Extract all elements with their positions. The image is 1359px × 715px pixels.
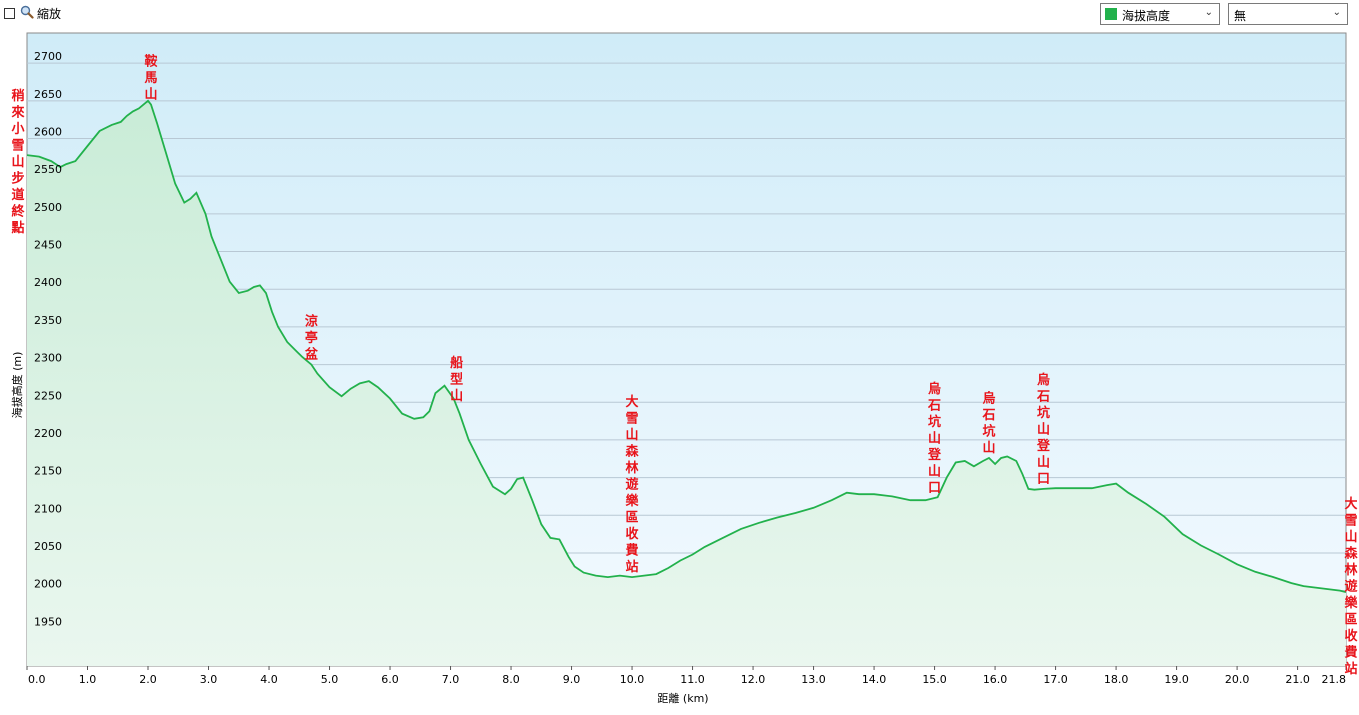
y-tick-label: 2150 xyxy=(34,465,62,478)
waypoint-label: 烏石坑山 xyxy=(982,391,996,457)
x-tick-label: 16.0 xyxy=(983,673,1008,686)
y-axis-label: 海拔高度 (m) xyxy=(10,352,24,419)
x-tick-label: 12.0 xyxy=(741,673,766,686)
secondary-select[interactable]: 無 ⌄ xyxy=(1228,3,1348,25)
y-tick-label: 2650 xyxy=(34,88,62,101)
y-tick-label: 2100 xyxy=(34,502,62,515)
x-tick-label: 14.0 xyxy=(862,673,887,686)
y-tick-label: 2450 xyxy=(34,239,62,252)
toolbar: 縮放 海拔高度 ⌄ 無 ⌄ xyxy=(0,0,1359,30)
x-tick-label: 0.0 xyxy=(28,673,46,686)
elevation-area xyxy=(27,100,1346,667)
y-tick-label: 2400 xyxy=(34,276,62,289)
zoom-checkbox[interactable] xyxy=(4,8,15,19)
y-tick-label: 2500 xyxy=(34,201,62,214)
annotations: 稍來小雪山步道終點 鞍馬山涼亭盆船型山大雪山森林遊樂區收費站 烏石坑山登山口 烏石坑山… xyxy=(11,54,1358,677)
waypoint-label: 稍來小雪山步道終點 xyxy=(11,88,25,236)
y-tick-label: 2300 xyxy=(34,352,62,365)
x-tick-label: 8.0 xyxy=(502,673,520,686)
waypoint-label: 涼亭盆 xyxy=(304,314,319,363)
x-axis-label: 距離 (km) xyxy=(657,691,708,705)
x-tick-label: 7.0 xyxy=(442,673,460,686)
x-tick-label: 1.0 xyxy=(79,673,97,686)
chevron-down-icon: ⌄ xyxy=(1204,7,1213,18)
series-select-value: 海拔高度 xyxy=(1122,9,1171,23)
y-tick-label: 2550 xyxy=(34,163,62,176)
waypoint-label: 大雪山森林遊樂區收費站 xyxy=(626,394,640,575)
x-tick-label: 2.0 xyxy=(139,673,157,686)
y-tick-label: 2600 xyxy=(34,126,62,139)
elevation-line xyxy=(26,99,1347,593)
waypoint-label: 船型山 xyxy=(450,355,463,404)
x-tick-label: 4.0 xyxy=(260,673,278,686)
y-tick-label: 2350 xyxy=(34,314,62,327)
y-tick-label: 2050 xyxy=(34,540,62,553)
x-tick-label: 5.0 xyxy=(321,673,339,686)
y-axis-ticks: 1950 2000 2050 2100 2150 2200 2250 2300 2350 2400… xyxy=(34,50,62,628)
waypoint-label: 烏石坑山登山口 xyxy=(927,381,942,496)
waypoint-label: 鞍馬山 xyxy=(145,54,158,103)
x-tick-label: 9.0 xyxy=(563,673,581,686)
y-tick-label: 2200 xyxy=(34,427,62,440)
x-tick-label: 6.0 xyxy=(381,673,399,686)
zoom-label: 縮放 xyxy=(37,7,62,21)
waypoint-label: 烏石坑山登山口 xyxy=(1036,372,1051,487)
y-tick-label: 1950 xyxy=(34,615,62,628)
x-tick-label: 15.0 xyxy=(922,673,947,686)
x-tick-label: 3.0 xyxy=(200,673,218,686)
x-tick-label: 17.0 xyxy=(1043,673,1068,686)
y-tick-label: 2250 xyxy=(34,389,62,402)
x-tick-label: 21.0 xyxy=(1285,673,1310,686)
x-tick-label: 13.0 xyxy=(801,673,826,686)
secondary-select-value: 無 xyxy=(1234,9,1247,23)
x-tick-label: 10.0 xyxy=(620,673,645,686)
x-tick-label: 11.0 xyxy=(680,673,705,686)
y-tick-label: 2000 xyxy=(34,578,62,591)
x-tick-label: 21.8 xyxy=(1322,673,1347,686)
series-color-swatch xyxy=(1105,8,1117,20)
waypoint-label: 大雪山森林遊樂區收費站 xyxy=(1344,496,1358,677)
chevron-down-icon: ⌄ xyxy=(1332,7,1341,18)
x-tick-label: 18.0 xyxy=(1104,673,1129,686)
x-tick-label: 19.0 xyxy=(1164,673,1189,686)
series-select[interactable]: 海拔高度 ⌄ xyxy=(1100,3,1220,25)
y-tick-label: 2700 xyxy=(34,50,62,63)
x-axis-ticks: 0.0 1.0 2.0 3.0 4.0 5.0 6.0 7.0 8.0 9.0 10.0 11.0 12… xyxy=(26,666,1347,686)
elevation-chart: 1950 2000 2050 2100 2150 2200 2250 2300 2350 2400… xyxy=(10,32,1358,705)
magnifier-icon xyxy=(20,5,34,19)
x-tick-label: 20.0 xyxy=(1225,673,1250,686)
